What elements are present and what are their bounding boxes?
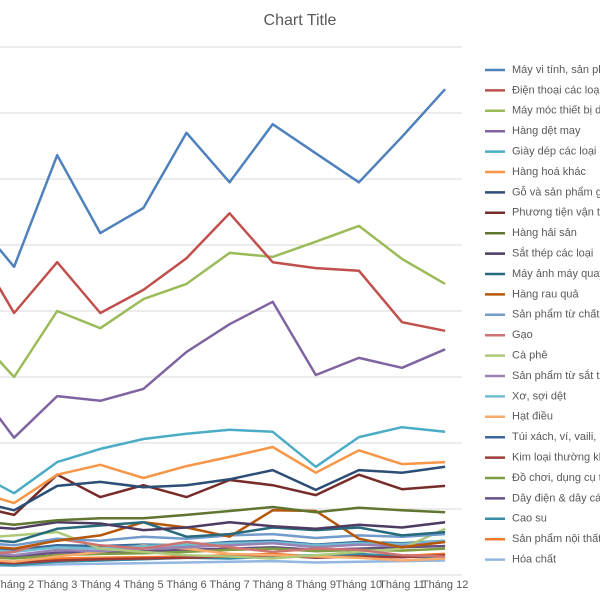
series-line [0, 553, 446, 565]
series-line [0, 544, 446, 558]
legend-label: Sản phẩm từ sắt thé [512, 369, 600, 382]
series-line [0, 505, 446, 527]
x-tick-label: Tháng 9 [296, 579, 336, 591]
series-line [0, 224, 446, 379]
series-line [0, 544, 446, 564]
legend-label: Máy vi tính, sản phẩm [512, 64, 600, 76]
legend-label: Điện thoại các loại v [512, 84, 600, 96]
legend-label: Cao su [512, 513, 547, 525]
legend-label: Cà phê [512, 350, 547, 362]
legend-label: Phương tiện vận t [512, 207, 600, 219]
x-tick-label: Tháng 5 [123, 579, 163, 591]
series-line [0, 559, 446, 568]
series-line [0, 473, 446, 517]
legend-label: Hàng hoá khác [512, 166, 586, 178]
legend-label: Túi xách, ví, vaili, mũ [512, 431, 600, 443]
series-line [0, 445, 446, 505]
legend-label: Xơ, sợi dệt [512, 390, 566, 402]
series-line [0, 520, 446, 532]
legend-label: Máy móc thiết bị dụ [512, 105, 600, 117]
chart-title: Chart Title [264, 12, 337, 29]
legend-label: Hạt điều [512, 411, 553, 423]
series-line [0, 540, 446, 557]
x-tick-label: Tháng 6 [166, 579, 206, 591]
legend-label: Kim loại thường kh [512, 452, 600, 464]
legend-label: Sản phẩm từ chất dẻ [512, 309, 600, 321]
legend-label: Đồ chơi, dụng cụ t [512, 472, 600, 484]
legend-label: Sản phẩm nội thất t [512, 533, 600, 545]
x-tick-label: Tháng 3 [37, 579, 77, 591]
x-tick-label: Tháng 7 [209, 579, 249, 591]
series-line [0, 88, 447, 269]
x-tick-label: Tháng 2 [0, 579, 34, 591]
series-line [0, 300, 446, 439]
series-line [0, 425, 446, 495]
x-tick-label: Tháng 8 [253, 579, 293, 591]
legend-label: Dây điện & dây cáp [512, 492, 600, 504]
legend-label: Gỗ và sản phẩm gỗ [512, 185, 600, 198]
x-tick-label: Tháng 4 [80, 579, 120, 591]
legend-label: Hàng dệt may [512, 125, 581, 137]
series-line [0, 212, 446, 333]
legend-label: Hóa chất [512, 554, 556, 566]
legend-label: Hàng hải sản [512, 227, 577, 239]
series-line [0, 532, 446, 547]
legend-label: Máy ảnh máy quay p [512, 268, 600, 280]
series-line [0, 509, 446, 550]
legend-label: Giày dép các loại [512, 146, 596, 158]
legend-label: Hàng rau quả [512, 288, 580, 300]
series-line [0, 465, 446, 512]
x-tick-label: Tháng 12 [422, 579, 468, 591]
legend-label: Gạo [512, 329, 533, 341]
series-line [0, 520, 446, 544]
x-tick-label: Tháng 10 [336, 579, 382, 591]
legend-label: Sắt thép các loại [512, 247, 593, 260]
x-tick-label: Tháng 11 [379, 579, 425, 591]
